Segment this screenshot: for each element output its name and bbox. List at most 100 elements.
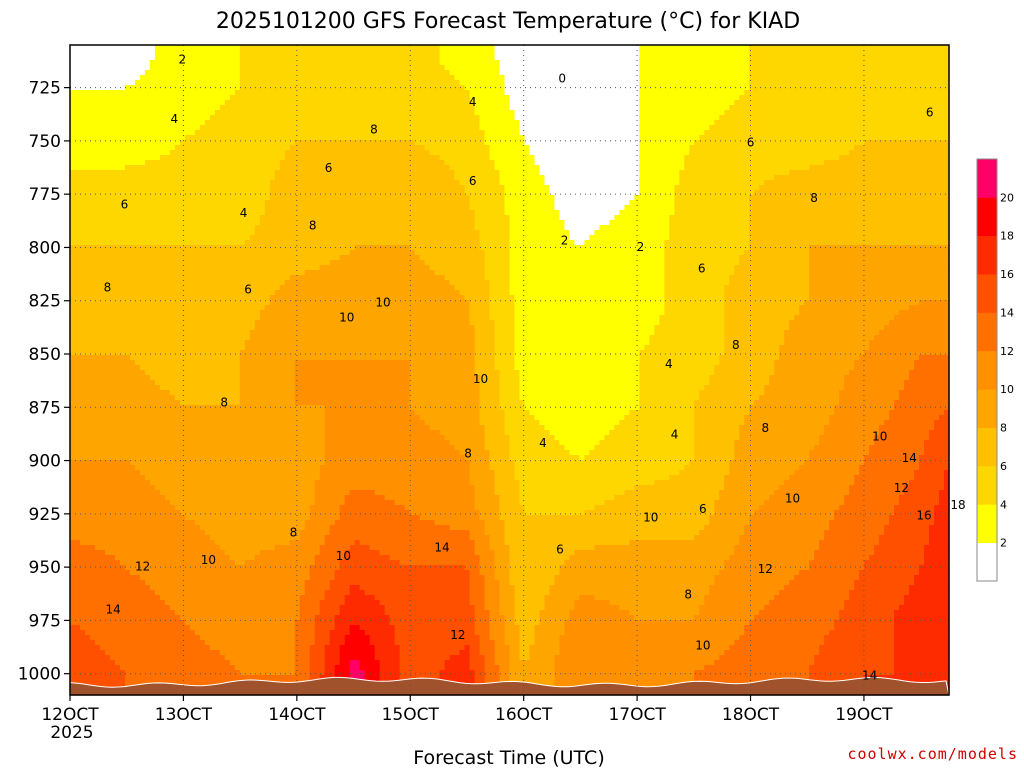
heat-cell bbox=[79, 185, 86, 191]
heat-cell bbox=[224, 70, 231, 76]
heat-cell bbox=[134, 100, 141, 106]
heat-cell bbox=[189, 70, 196, 76]
heat-cell bbox=[924, 65, 930, 71]
heat-cell bbox=[694, 145, 700, 151]
heat-cell bbox=[344, 60, 351, 66]
heat-cell bbox=[919, 105, 925, 111]
heat-cell bbox=[484, 115, 491, 121]
heat-cell bbox=[209, 160, 216, 166]
heat-cell bbox=[319, 50, 326, 56]
heat-cell bbox=[269, 130, 276, 136]
heat-cell bbox=[629, 65, 635, 71]
heat-cell bbox=[254, 135, 261, 141]
heat-cell bbox=[564, 135, 571, 141]
heat-cell bbox=[684, 75, 690, 81]
heat-cell bbox=[334, 120, 341, 126]
heat-cell bbox=[489, 160, 496, 166]
heat-cell bbox=[714, 95, 720, 101]
heat-cell bbox=[814, 95, 820, 101]
heat-cell bbox=[869, 170, 875, 176]
heat-cell bbox=[694, 175, 700, 181]
heat-cell bbox=[309, 75, 316, 81]
heat-cell bbox=[489, 70, 496, 76]
heat-cell bbox=[159, 70, 166, 76]
heat-cell bbox=[374, 155, 381, 161]
heat-cell bbox=[534, 135, 541, 141]
heat-cell bbox=[144, 45, 151, 51]
heat-cell bbox=[369, 170, 376, 176]
heat-cell bbox=[279, 100, 286, 106]
heat-cell bbox=[689, 180, 695, 186]
heat-cell bbox=[849, 110, 855, 116]
heat-cell bbox=[479, 85, 486, 91]
heat-cell bbox=[139, 80, 146, 86]
heat-cell bbox=[904, 130, 910, 136]
heat-cell bbox=[204, 90, 211, 96]
heat-cell bbox=[389, 120, 396, 126]
heat-cell bbox=[109, 165, 116, 171]
heat-cell bbox=[149, 120, 156, 126]
heat-cell bbox=[199, 150, 206, 156]
heat-cell bbox=[734, 165, 740, 171]
heat-cell bbox=[464, 80, 471, 86]
heat-cell bbox=[654, 145, 660, 151]
heat-cell bbox=[859, 120, 865, 126]
heat-cell bbox=[849, 120, 855, 126]
heat-cell bbox=[889, 85, 895, 91]
heat-cell bbox=[289, 185, 296, 191]
heat-cell bbox=[944, 55, 950, 61]
heat-cell bbox=[649, 70, 655, 76]
heat-cell bbox=[114, 55, 121, 61]
heat-cell bbox=[409, 165, 416, 171]
heat-cell bbox=[184, 160, 191, 166]
heat-cell bbox=[724, 95, 730, 101]
heat-cell bbox=[119, 55, 126, 61]
heat-cell bbox=[70, 65, 76, 71]
heat-cell bbox=[759, 160, 765, 166]
heat-cell bbox=[709, 175, 715, 181]
heat-cell bbox=[944, 155, 950, 161]
heat-cell bbox=[174, 55, 181, 61]
heat-cell bbox=[84, 80, 91, 86]
heat-cell bbox=[659, 170, 665, 176]
heat-cell bbox=[399, 135, 406, 141]
heat-cell bbox=[104, 180, 111, 186]
heat-cell bbox=[144, 125, 151, 131]
heat-cell bbox=[339, 105, 346, 111]
heat-cell bbox=[769, 175, 775, 181]
heat-cell bbox=[259, 175, 266, 181]
heat-cell bbox=[94, 180, 101, 186]
heat-cell bbox=[579, 75, 586, 81]
heat-cell bbox=[879, 145, 885, 151]
heat-cell bbox=[934, 175, 940, 181]
heat-cell bbox=[609, 155, 615, 161]
heat-cell bbox=[399, 105, 406, 111]
heat-cell bbox=[384, 185, 391, 191]
heat-cell bbox=[944, 140, 950, 146]
heat-cell bbox=[729, 90, 735, 96]
heat-cell bbox=[109, 160, 116, 166]
heat-cell bbox=[134, 60, 141, 66]
heat-cell bbox=[324, 155, 331, 161]
heat-cell bbox=[894, 80, 900, 86]
heat-cell bbox=[939, 135, 945, 141]
heat-cell bbox=[139, 120, 146, 126]
heat-cell bbox=[864, 160, 870, 166]
heat-cell bbox=[329, 180, 336, 186]
heat-cell bbox=[629, 120, 635, 126]
heat-cell bbox=[259, 105, 266, 111]
heat-cell bbox=[159, 75, 166, 81]
heat-cell bbox=[359, 180, 366, 186]
heat-cell bbox=[759, 155, 765, 161]
heat-cell bbox=[74, 70, 81, 76]
heat-cell bbox=[239, 100, 246, 106]
heat-cell bbox=[454, 105, 461, 111]
heat-cell bbox=[889, 140, 895, 146]
heat-cell bbox=[434, 150, 441, 156]
heat-cell bbox=[309, 175, 316, 181]
heat-cell bbox=[589, 180, 595, 186]
heat-cell bbox=[299, 115, 306, 121]
heat-cell bbox=[824, 160, 830, 166]
heat-cell bbox=[644, 95, 650, 101]
heat-cell bbox=[414, 100, 421, 106]
